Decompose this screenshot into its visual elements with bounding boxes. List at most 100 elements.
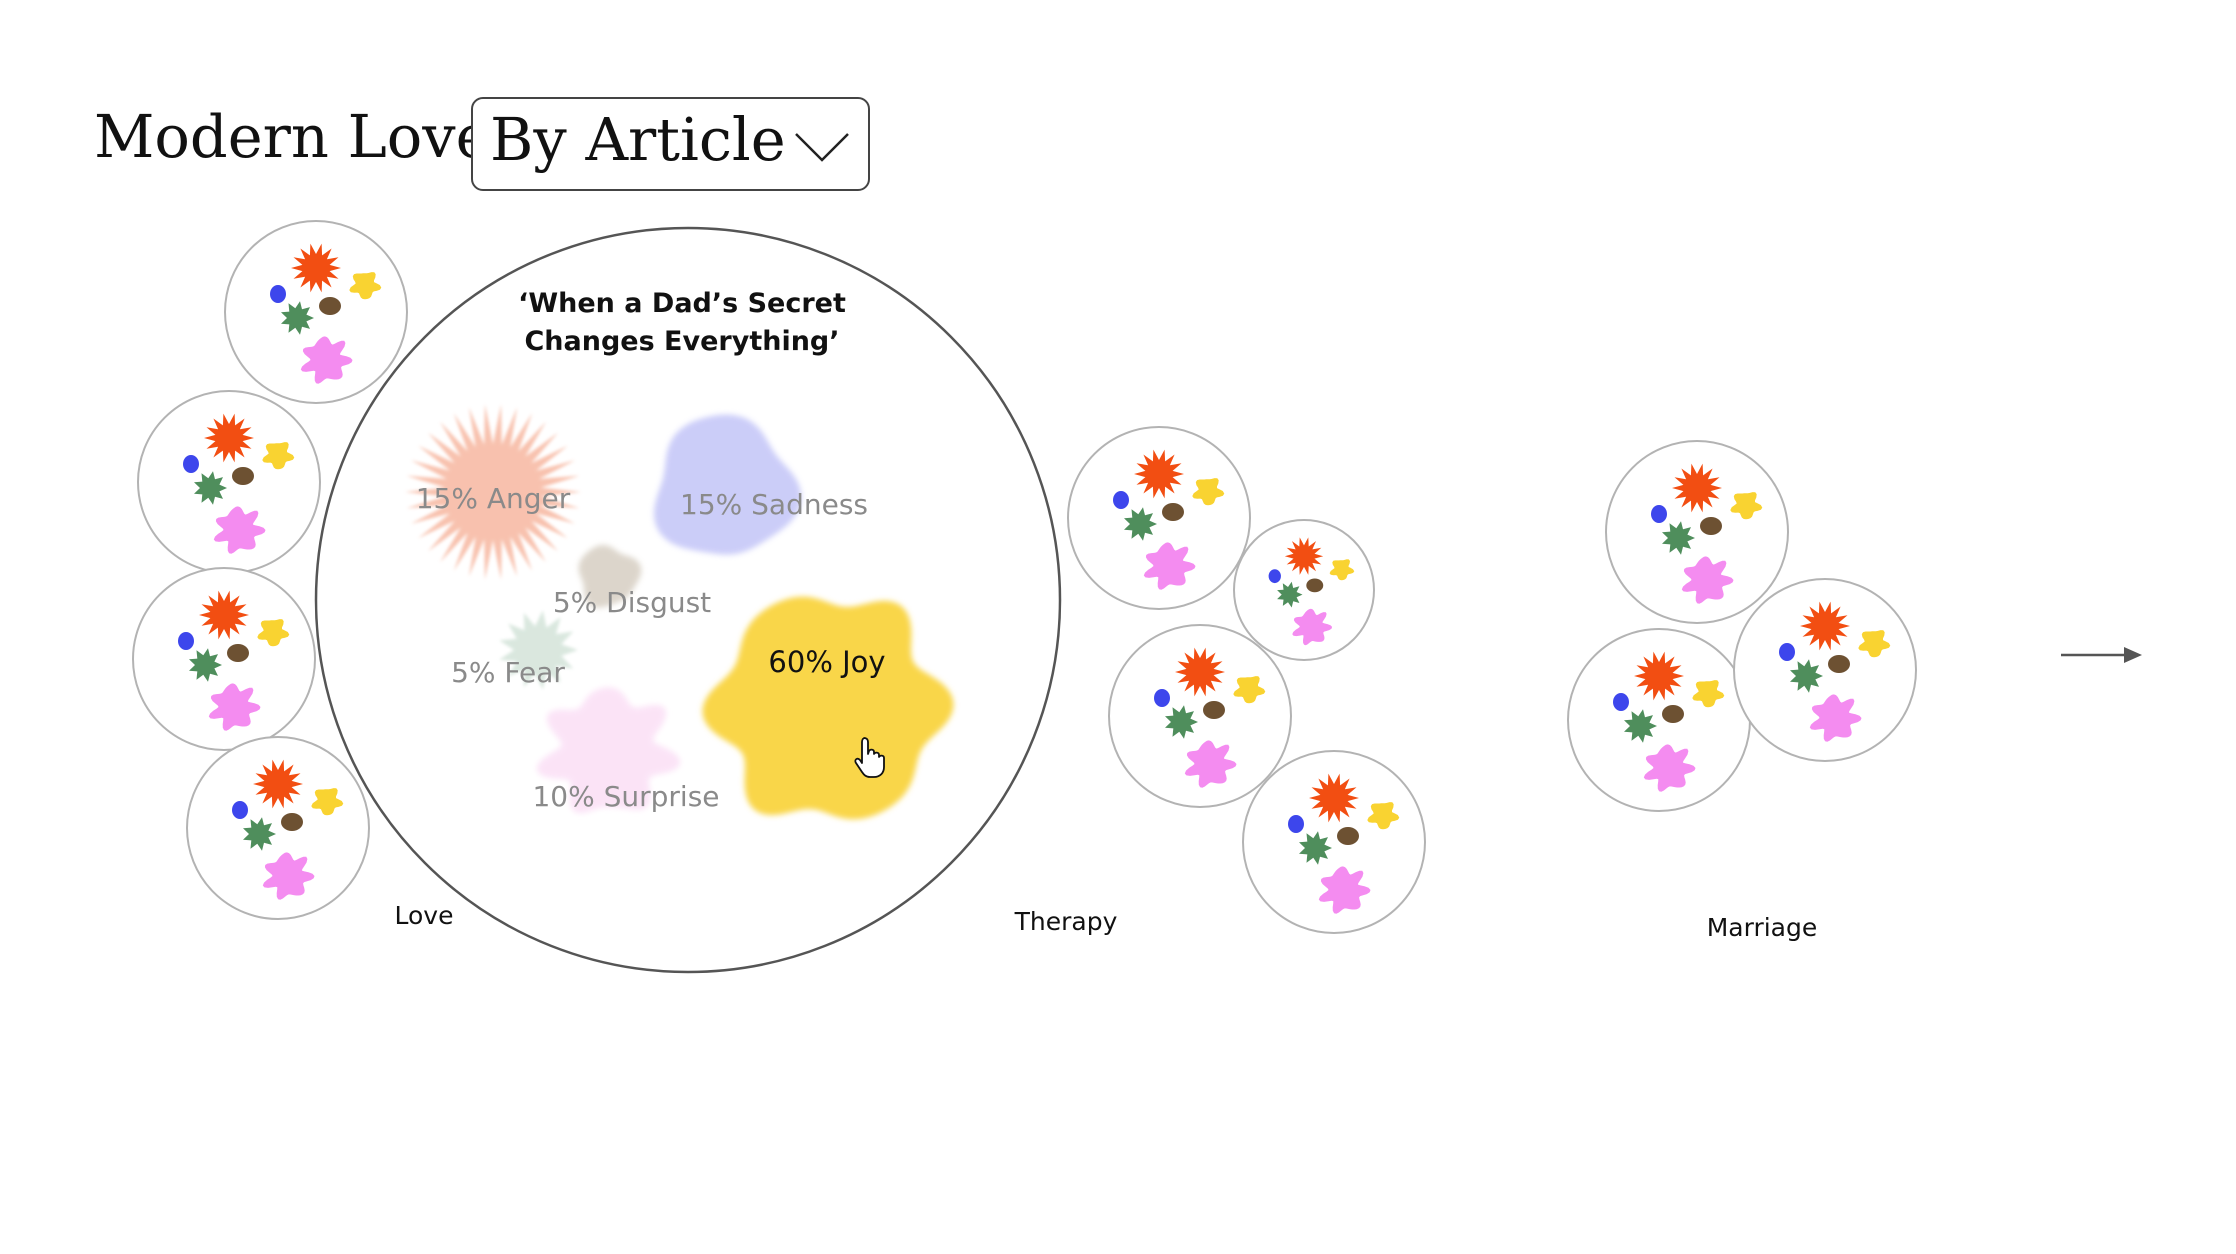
disgust-mark xyxy=(232,467,254,485)
fear-mark xyxy=(194,471,227,505)
disgust-mark xyxy=(1828,655,1850,673)
disgust-mark xyxy=(1337,827,1359,845)
arrow-right-icon[interactable] xyxy=(2060,642,2144,668)
sadness-blob[interactable] xyxy=(653,414,802,555)
disgust-mark xyxy=(319,297,341,315)
article-circle[interactable] xyxy=(1567,628,1751,812)
article-circle[interactable] xyxy=(1067,426,1251,610)
anger-mark xyxy=(1634,651,1684,701)
joy-mark xyxy=(1858,630,1891,658)
group-label-love: Love xyxy=(395,901,454,930)
joy-mark xyxy=(257,619,290,647)
joy-mark xyxy=(1367,802,1400,830)
article-circle[interactable] xyxy=(1233,519,1375,661)
anger-mark xyxy=(204,413,254,463)
disgust-mark xyxy=(1162,503,1184,521)
sadness-mark xyxy=(178,632,194,650)
article-circles xyxy=(132,220,1917,934)
article-circle[interactable] xyxy=(132,567,316,751)
sadness-label[interactable]: 15% Sadness xyxy=(680,488,868,521)
sadness-mark xyxy=(270,285,286,303)
joy-mark xyxy=(262,442,295,470)
disgust-mark xyxy=(1203,701,1225,719)
sadness-mark xyxy=(1779,643,1795,661)
joy-mark xyxy=(1233,676,1266,704)
fear-mark xyxy=(1662,521,1695,555)
fear-mark xyxy=(281,301,314,335)
disgust-mark xyxy=(227,644,249,662)
fear-mark xyxy=(1299,831,1332,865)
fear-mark xyxy=(1790,659,1823,693)
joy-mark xyxy=(1692,680,1725,708)
sadness-mark xyxy=(232,801,248,819)
surprise-mark xyxy=(1292,608,1333,646)
surprise-mark xyxy=(300,336,353,384)
featured-article-circle[interactable]: ‘When a Dad’s Secret Changes Everything’… xyxy=(314,226,1062,974)
disgust-mark xyxy=(1662,705,1684,723)
joy-mark xyxy=(1192,478,1225,506)
disgust-mark xyxy=(281,813,303,831)
featured-article-title-line2: Changes Everything’ xyxy=(524,326,839,357)
anger-blob[interactable] xyxy=(405,404,581,580)
anger-mark xyxy=(1800,601,1850,651)
surprise-blob[interactable] xyxy=(536,687,681,814)
article-circle[interactable] xyxy=(1605,440,1789,624)
anger-mark xyxy=(291,243,341,293)
article-circle[interactable] xyxy=(1733,578,1917,762)
joy-mark xyxy=(1329,559,1355,581)
fear-label[interactable]: 5% Fear xyxy=(451,656,565,689)
joy-mark xyxy=(349,272,382,300)
group-label-marriage: Marriage xyxy=(1707,913,1818,942)
surprise-mark xyxy=(1643,744,1696,792)
fear-mark xyxy=(1624,709,1657,743)
view-dropdown-value: By Article xyxy=(490,105,786,174)
surprise-mark xyxy=(208,683,261,731)
joy-label[interactable]: 60% Joy xyxy=(768,645,885,679)
hand-pointer-icon xyxy=(854,737,885,778)
fear-blob[interactable] xyxy=(499,610,578,690)
surprise-mark xyxy=(1143,542,1196,590)
featured-article-title-line1: ‘When a Dad’s Secret xyxy=(518,288,846,319)
article-circle[interactable] xyxy=(1242,750,1426,934)
group-label-therapy: Therapy xyxy=(1014,907,1118,936)
disgust-label[interactable]: 5% Disgust xyxy=(553,586,711,619)
sadness-mark xyxy=(1154,689,1170,707)
surprise-label[interactable]: 10% Surprise xyxy=(532,780,719,813)
surprise-mark xyxy=(213,506,266,554)
article-circle[interactable] xyxy=(1108,624,1292,808)
disgust-blob[interactable] xyxy=(578,545,642,608)
disgust-mark xyxy=(1306,578,1324,593)
page-title: Modern Love xyxy=(94,102,491,171)
sadness-mark xyxy=(1268,569,1281,584)
anger-mark xyxy=(199,590,249,640)
article-circle[interactable] xyxy=(186,736,370,920)
anger-mark xyxy=(1672,463,1722,513)
surprise-mark xyxy=(1681,556,1734,604)
sadness-mark xyxy=(1288,815,1304,833)
surprise-mark xyxy=(1184,740,1237,788)
surprise-mark xyxy=(1318,866,1371,914)
surprise-mark xyxy=(262,852,315,900)
disgust-mark xyxy=(1700,517,1722,535)
anger-mark xyxy=(1309,773,1359,823)
article-circle[interactable] xyxy=(137,390,321,574)
fear-mark xyxy=(1124,507,1157,541)
fear-mark xyxy=(1165,705,1198,739)
surprise-mark xyxy=(1809,694,1862,742)
fear-mark xyxy=(1277,581,1303,608)
anger-mark xyxy=(1284,537,1324,575)
sadness-mark xyxy=(1651,505,1667,523)
chevron-down-icon xyxy=(795,133,849,162)
anger-mark xyxy=(1175,647,1225,697)
sadness-mark xyxy=(183,455,199,473)
joy-blob[interactable] xyxy=(702,596,954,820)
article-circle[interactable] xyxy=(224,220,408,404)
fear-mark xyxy=(243,817,276,851)
anger-mark xyxy=(253,759,303,809)
joy-mark xyxy=(1730,492,1763,520)
joy-mark xyxy=(311,788,344,816)
sadness-mark xyxy=(1113,491,1129,509)
view-dropdown[interactable]: By Article xyxy=(471,97,870,191)
anger-label[interactable]: 15% Anger xyxy=(416,482,571,515)
